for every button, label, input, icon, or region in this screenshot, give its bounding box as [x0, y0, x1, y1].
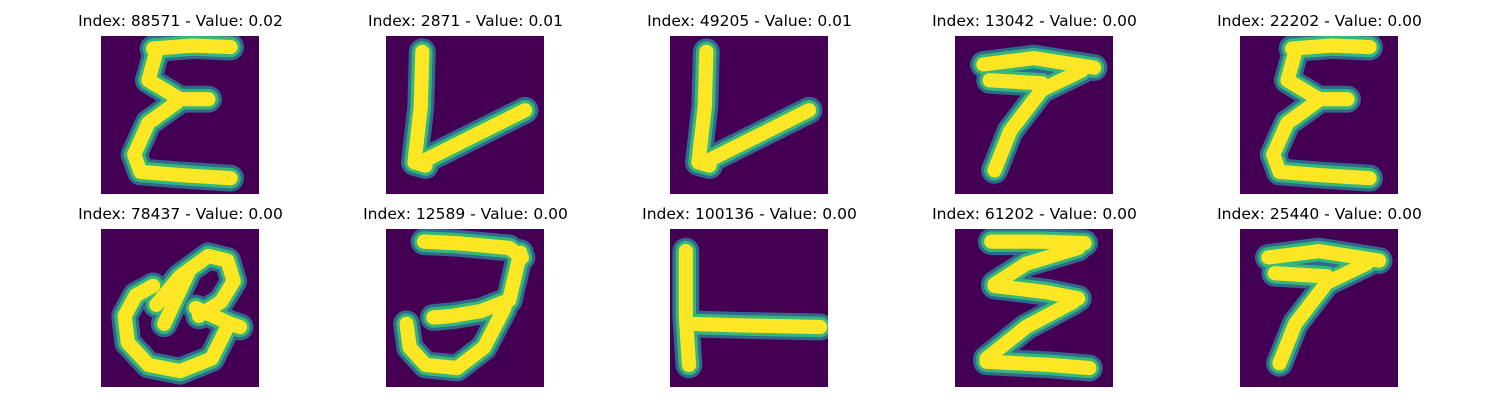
image-panel: Index: 22202 - Value: 0.00: [1177, 12, 1462, 202]
image-panel: Index: 2871 - Value: 0.01: [323, 12, 608, 202]
image-panel: Index: 61202 - Value: 0.00: [892, 205, 1177, 395]
image-panel: Index: 100136 - Value: 0.00: [607, 205, 892, 395]
panel-title: Index: 88571 - Value: 0.02: [78, 12, 283, 30]
digit-image: [386, 229, 544, 387]
check-shape: [685, 38, 823, 179]
panel-title: Index: 2871 - Value: 0.01: [368, 12, 563, 30]
three-shape: [393, 229, 536, 382]
digit-image: [955, 229, 1113, 387]
image-panel: Index: 78437 - Value: 0.00: [38, 205, 323, 395]
digit-image: [386, 36, 544, 194]
image-panel: Index: 49205 - Value: 0.01: [607, 12, 892, 202]
panel-title: Index: 25440 - Value: 0.00: [1217, 205, 1422, 223]
digit-image: [1240, 36, 1398, 194]
digit-image: [670, 229, 828, 387]
panel-title: Index: 22202 - Value: 0.00: [1217, 12, 1422, 30]
t-shape: [672, 237, 828, 379]
image-panel: Index: 25440 - Value: 0.00: [1177, 205, 1462, 395]
digit-image: [101, 36, 259, 194]
panel-title: Index: 100136 - Value: 0.00: [642, 205, 857, 223]
check-shape: [401, 38, 539, 179]
loop-shape: [111, 242, 254, 385]
image-panel: Index: 13042 - Value: 0.00: [892, 12, 1177, 202]
epsilon-shape: [1259, 36, 1383, 192]
image-panel: Index: 88571 - Value: 0.02: [38, 12, 323, 202]
digit-image: [1240, 229, 1398, 387]
epsilon-shape: [120, 36, 244, 192]
seven-shape: [970, 44, 1108, 184]
panel-title: Index: 61202 - Value: 0.00: [932, 205, 1137, 223]
digit-image: [670, 36, 828, 194]
image-panel: Index: 12589 - Value: 0.00: [323, 205, 608, 395]
panel-title: Index: 13042 - Value: 0.00: [932, 12, 1137, 30]
panel-title: Index: 78437 - Value: 0.00: [78, 205, 283, 223]
panel-title: Index: 12589 - Value: 0.00: [363, 205, 568, 223]
seven-shape: [1255, 237, 1393, 377]
digit-image: [955, 36, 1113, 194]
digit-image: [101, 229, 259, 387]
z-shape: [973, 229, 1103, 382]
panel-title: Index: 49205 - Value: 0.01: [647, 12, 852, 30]
